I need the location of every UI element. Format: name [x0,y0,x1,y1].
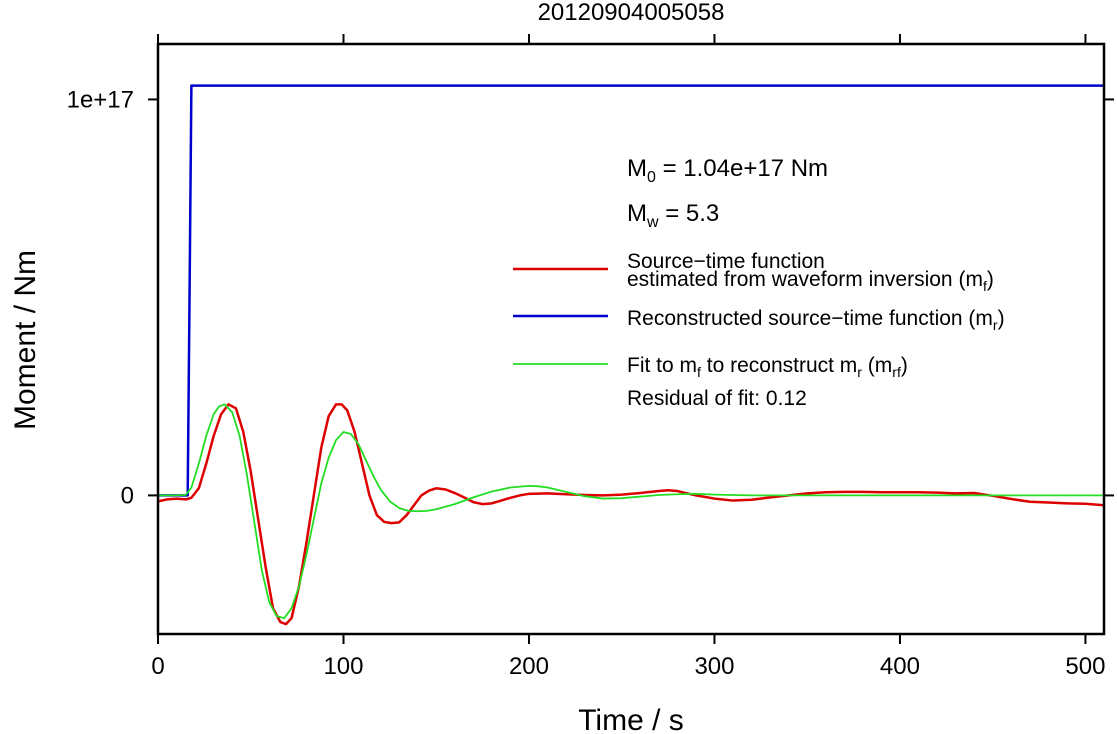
legend-mr-end: ) [998,307,1005,330]
legend-mrf-end: ) [901,354,908,377]
x-tick-label: 300 [694,653,734,680]
m0-symbol: M [627,155,647,182]
x-tick-label: 500 [1065,653,1105,680]
legend-mrf-text-c: (m [862,354,892,377]
mw-subscript: w [646,214,659,231]
mw-value: = 5.3 [659,200,720,227]
series-line-mf [158,403,1104,626]
legend-mr-text: Reconstructed source−time function (m [627,307,993,330]
legend-mrf-sub-b: r [857,364,862,380]
mw-symbol: M [627,200,647,227]
x-tick-label: 100 [323,653,363,680]
legend-label-mr: Reconstructed source−time function (mr) [627,307,1005,333]
m0-value: = 1.04e+17 Nm [656,155,828,182]
x-tick-label: 200 [509,653,549,680]
legend: Source−time function estimated from wave… [513,250,1005,410]
legend-label-mrf: Fit to mf to reconstruct mr (mrf) [627,354,908,380]
m0-subscript: 0 [647,169,656,186]
legend-mrf-sub-a: f [697,364,701,380]
legend-mrf-text-a: Fit to m [627,354,697,377]
legend-mf-text: estimated from waveform inversion (m [627,268,983,291]
legend-mrf-text-b: to reconstruct m [701,354,857,377]
y-tick-label: 0 [121,482,134,509]
legend-label-mf-line1: Source−time function [627,250,825,273]
m0-annotation: M0 = 1.04e+17 Nm [627,155,828,186]
ticks-layer: 0 100 200 300 400 500 0 1e+17 [67,34,1114,680]
legend-mf-sub: f [983,278,987,294]
legend-mr-sub: r [993,317,998,333]
x-axis-title: Time / s [578,704,684,734]
legend-mrf-sub-c: rf [892,364,901,380]
residual-annotation: Residual of fit: 0.12 [627,387,807,410]
mw-annotation: Mw = 5.3 [627,200,719,231]
plot-frame [156,42,1106,636]
x-tick-label: 0 [151,653,164,680]
x-tick-label: 400 [880,653,920,680]
y-axis-title: Moment / Nm [9,250,42,430]
legend-label-mf-line2: estimated from waveform inversion (mf) [627,268,994,294]
series-line-mrf [158,403,1104,620]
legend-mf-end: ) [987,268,994,291]
chart-title: 20120904005058 [538,0,725,26]
series-layer [158,84,1104,626]
y-tick-label: 1e+17 [67,86,134,113]
